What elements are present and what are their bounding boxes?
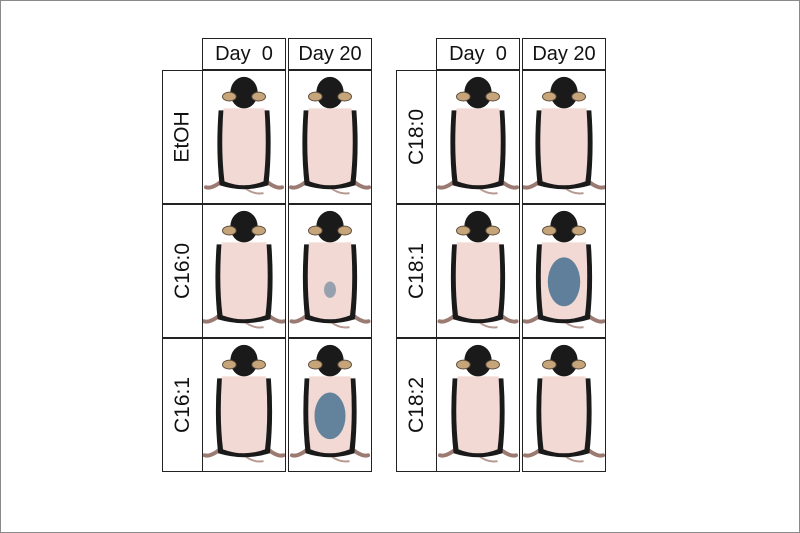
mouse-photo xyxy=(522,204,606,338)
mouse-photo xyxy=(288,338,372,472)
column-header-day0: Day 0 xyxy=(202,38,286,70)
row-label: C18:1 xyxy=(396,204,438,338)
mouse-photo xyxy=(436,70,520,204)
mouse-photo xyxy=(288,204,372,338)
mouse-photo xyxy=(522,338,606,472)
column-header-day20: Day 20 xyxy=(288,38,372,70)
mouse-photo xyxy=(202,204,286,338)
mouse-photo xyxy=(436,338,520,472)
column-header-day0: Day 0 xyxy=(436,38,520,70)
row-label: C18:0 xyxy=(396,70,438,204)
mouse-photo xyxy=(436,204,520,338)
row-label: C18:2 xyxy=(396,338,438,472)
column-header-day20: Day 20 xyxy=(522,38,606,70)
mouse-photo xyxy=(202,70,286,204)
mouse-photo xyxy=(522,70,606,204)
row-label: EtOH xyxy=(162,70,204,204)
mouse-photo xyxy=(288,70,372,204)
mouse-photo xyxy=(202,338,286,472)
row-label: C16:1 xyxy=(162,338,204,472)
row-label: C16:0 xyxy=(162,204,204,338)
